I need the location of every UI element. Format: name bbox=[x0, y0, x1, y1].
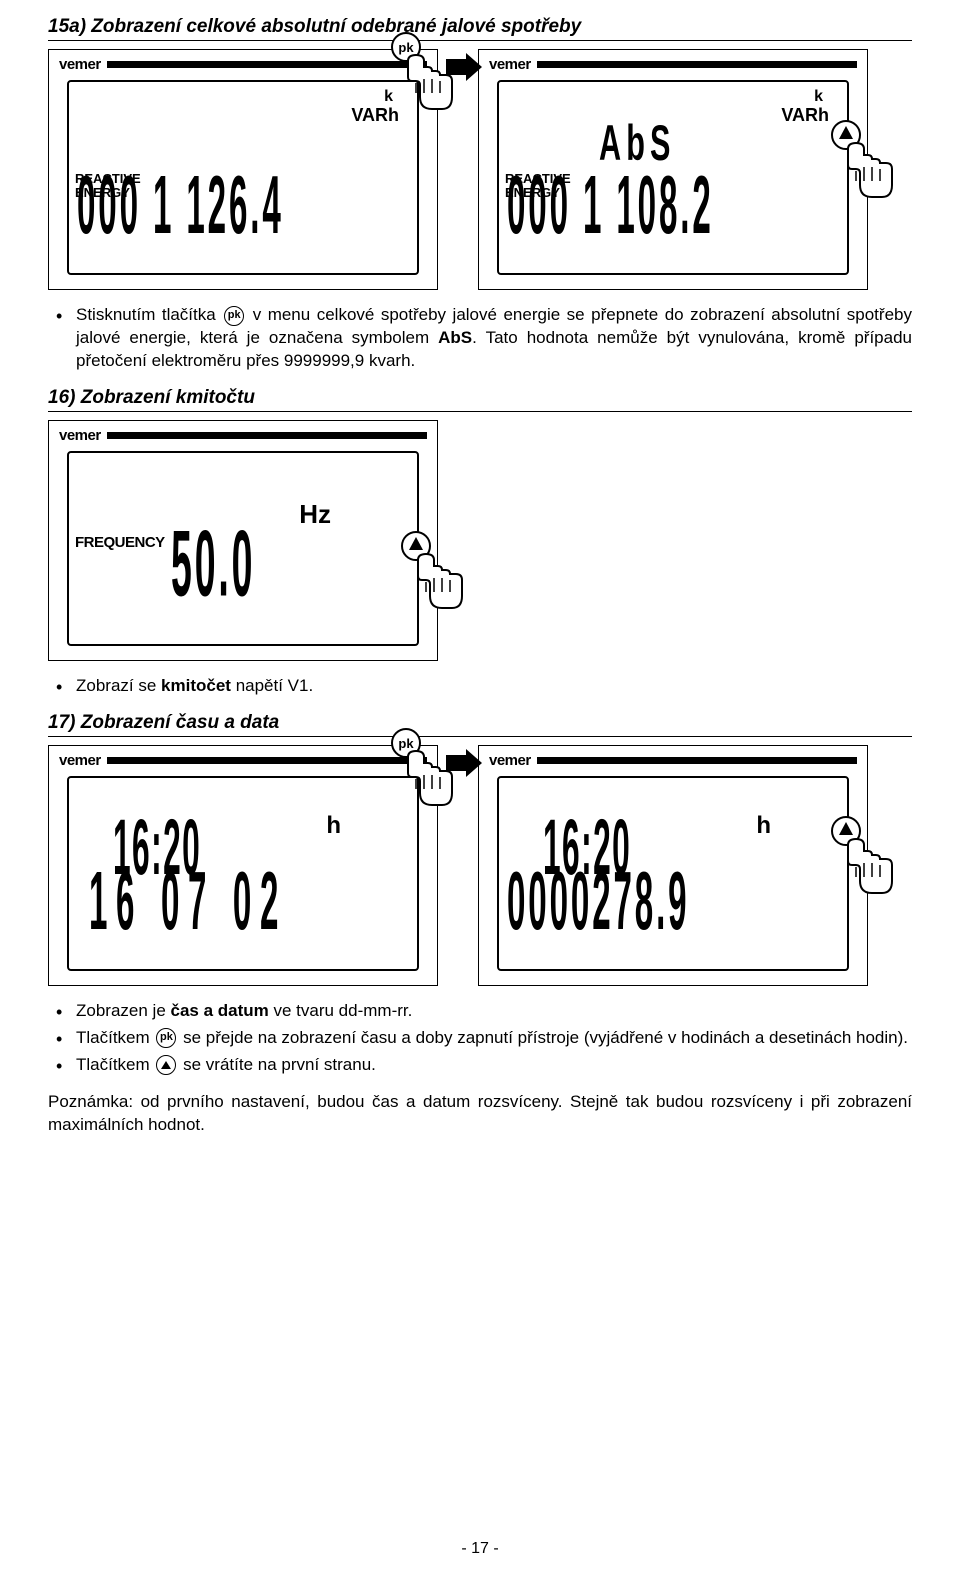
section-16-panels: vemer Hz FREQUENCY 50.0 bbox=[48, 420, 912, 661]
brand-text: vemer bbox=[59, 427, 101, 444]
reactive-value: 000 1 108.2 bbox=[507, 155, 714, 252]
svg-text:pk: pk bbox=[398, 736, 414, 751]
reactive-value: 000 1 126.4 bbox=[77, 155, 284, 252]
section-17-panels: vemer h 16:20 16 07 02 pk bbox=[48, 745, 912, 986]
lcd-screen: h 16:20 0000278.9 bbox=[497, 776, 849, 971]
section-17-note: Poznámka: od prvního nastavení, budou ča… bbox=[48, 1091, 912, 1137]
brand-bar bbox=[107, 61, 427, 68]
lcd-panel-16: vemer Hz FREQUENCY 50.0 bbox=[48, 420, 438, 661]
lcd-panel-15a-right: vemer k VARh AbS REACTIVE ENERGY 000 1 1… bbox=[478, 49, 868, 290]
section-17-heading: 17) Zobrazení času a data bbox=[48, 712, 912, 737]
lcd-screen: k VARh REACTIVE ENERGY 000 1 126.4 bbox=[67, 80, 419, 275]
lcd-panel-17-right: vemer h 16:20 0000278.9 bbox=[478, 745, 868, 986]
frequency-value: 50.0 bbox=[171, 511, 255, 619]
bullet-item: Zobrazí se kmitočet napětí V1. bbox=[54, 675, 912, 698]
lcd-screen: h 16:20 16 07 02 bbox=[67, 776, 419, 971]
brand-bar bbox=[107, 432, 427, 439]
brand-bar bbox=[107, 757, 427, 764]
hand-press-pk-icon: pk bbox=[386, 31, 458, 119]
section-16-bullets: Zobrazí se kmitočet napětí V1. bbox=[54, 675, 912, 698]
brand-text: vemer bbox=[59, 56, 101, 73]
pk-button-icon bbox=[156, 1028, 176, 1048]
hand-press-pk-icon: pk bbox=[386, 727, 458, 815]
lcd-screen: k VARh AbS REACTIVE ENERGY 000 1 108.2 bbox=[497, 80, 849, 275]
up-button-icon bbox=[156, 1055, 176, 1075]
date-value: 16 07 02 bbox=[89, 851, 287, 948]
lcd-panel-15a-left: vemer k VARh REACTIVE ENERGY 000 1 126.4 bbox=[48, 49, 438, 290]
pk-button-icon bbox=[224, 306, 244, 326]
brand-bar bbox=[537, 61, 857, 68]
hand-press-up-icon bbox=[826, 119, 898, 207]
brand-text: vemer bbox=[489, 56, 531, 73]
hand-press-up-icon bbox=[396, 530, 468, 618]
unit-hz: Hz bbox=[299, 499, 331, 530]
bullet-item: Zobrazen je čas a datum ve tvaru dd-mm-r… bbox=[54, 1000, 912, 1023]
section-15a-heading: 15a) Zobrazení celkové absolutní odebran… bbox=[48, 16, 912, 41]
brand-bar bbox=[537, 757, 857, 764]
bullet-item: Stisknutím tlačítka v menu celkové spotř… bbox=[54, 304, 912, 373]
lcd-panel-17-left: vemer h 16:20 16 07 02 bbox=[48, 745, 438, 986]
section-16-heading: 16) Zobrazení kmitočtu bbox=[48, 387, 912, 412]
unit-varh: VARh bbox=[781, 105, 829, 126]
bullet-item: Tlačítkem se přejde na zobrazení času a … bbox=[54, 1027, 912, 1050]
brand-text: vemer bbox=[489, 752, 531, 769]
brand-text: vemer bbox=[59, 752, 101, 769]
unit-h: h bbox=[326, 812, 341, 840]
section-15a-bullets: Stisknutím tlačítka v menu celkové spotř… bbox=[54, 304, 912, 373]
lcd-screen: Hz FREQUENCY 50.0 bbox=[67, 451, 419, 646]
bullet-item: Tlačítkem se vrátíte na první stranu. bbox=[54, 1054, 912, 1077]
hand-press-up-icon bbox=[826, 815, 898, 903]
hours-count-value: 0000278.9 bbox=[507, 851, 689, 948]
section-15a-panels: vemer k VARh REACTIVE ENERGY 000 1 126.4… bbox=[48, 49, 912, 290]
unit-k: k bbox=[814, 88, 823, 106]
page-footer: - 17 - bbox=[0, 1540, 960, 1558]
label-frequency: FREQUENCY bbox=[75, 535, 165, 551]
svg-text:pk: pk bbox=[398, 40, 414, 55]
section-17-bullets: Zobrazen je čas a datum ve tvaru dd-mm-r… bbox=[54, 1000, 912, 1077]
unit-h: h bbox=[756, 812, 771, 840]
